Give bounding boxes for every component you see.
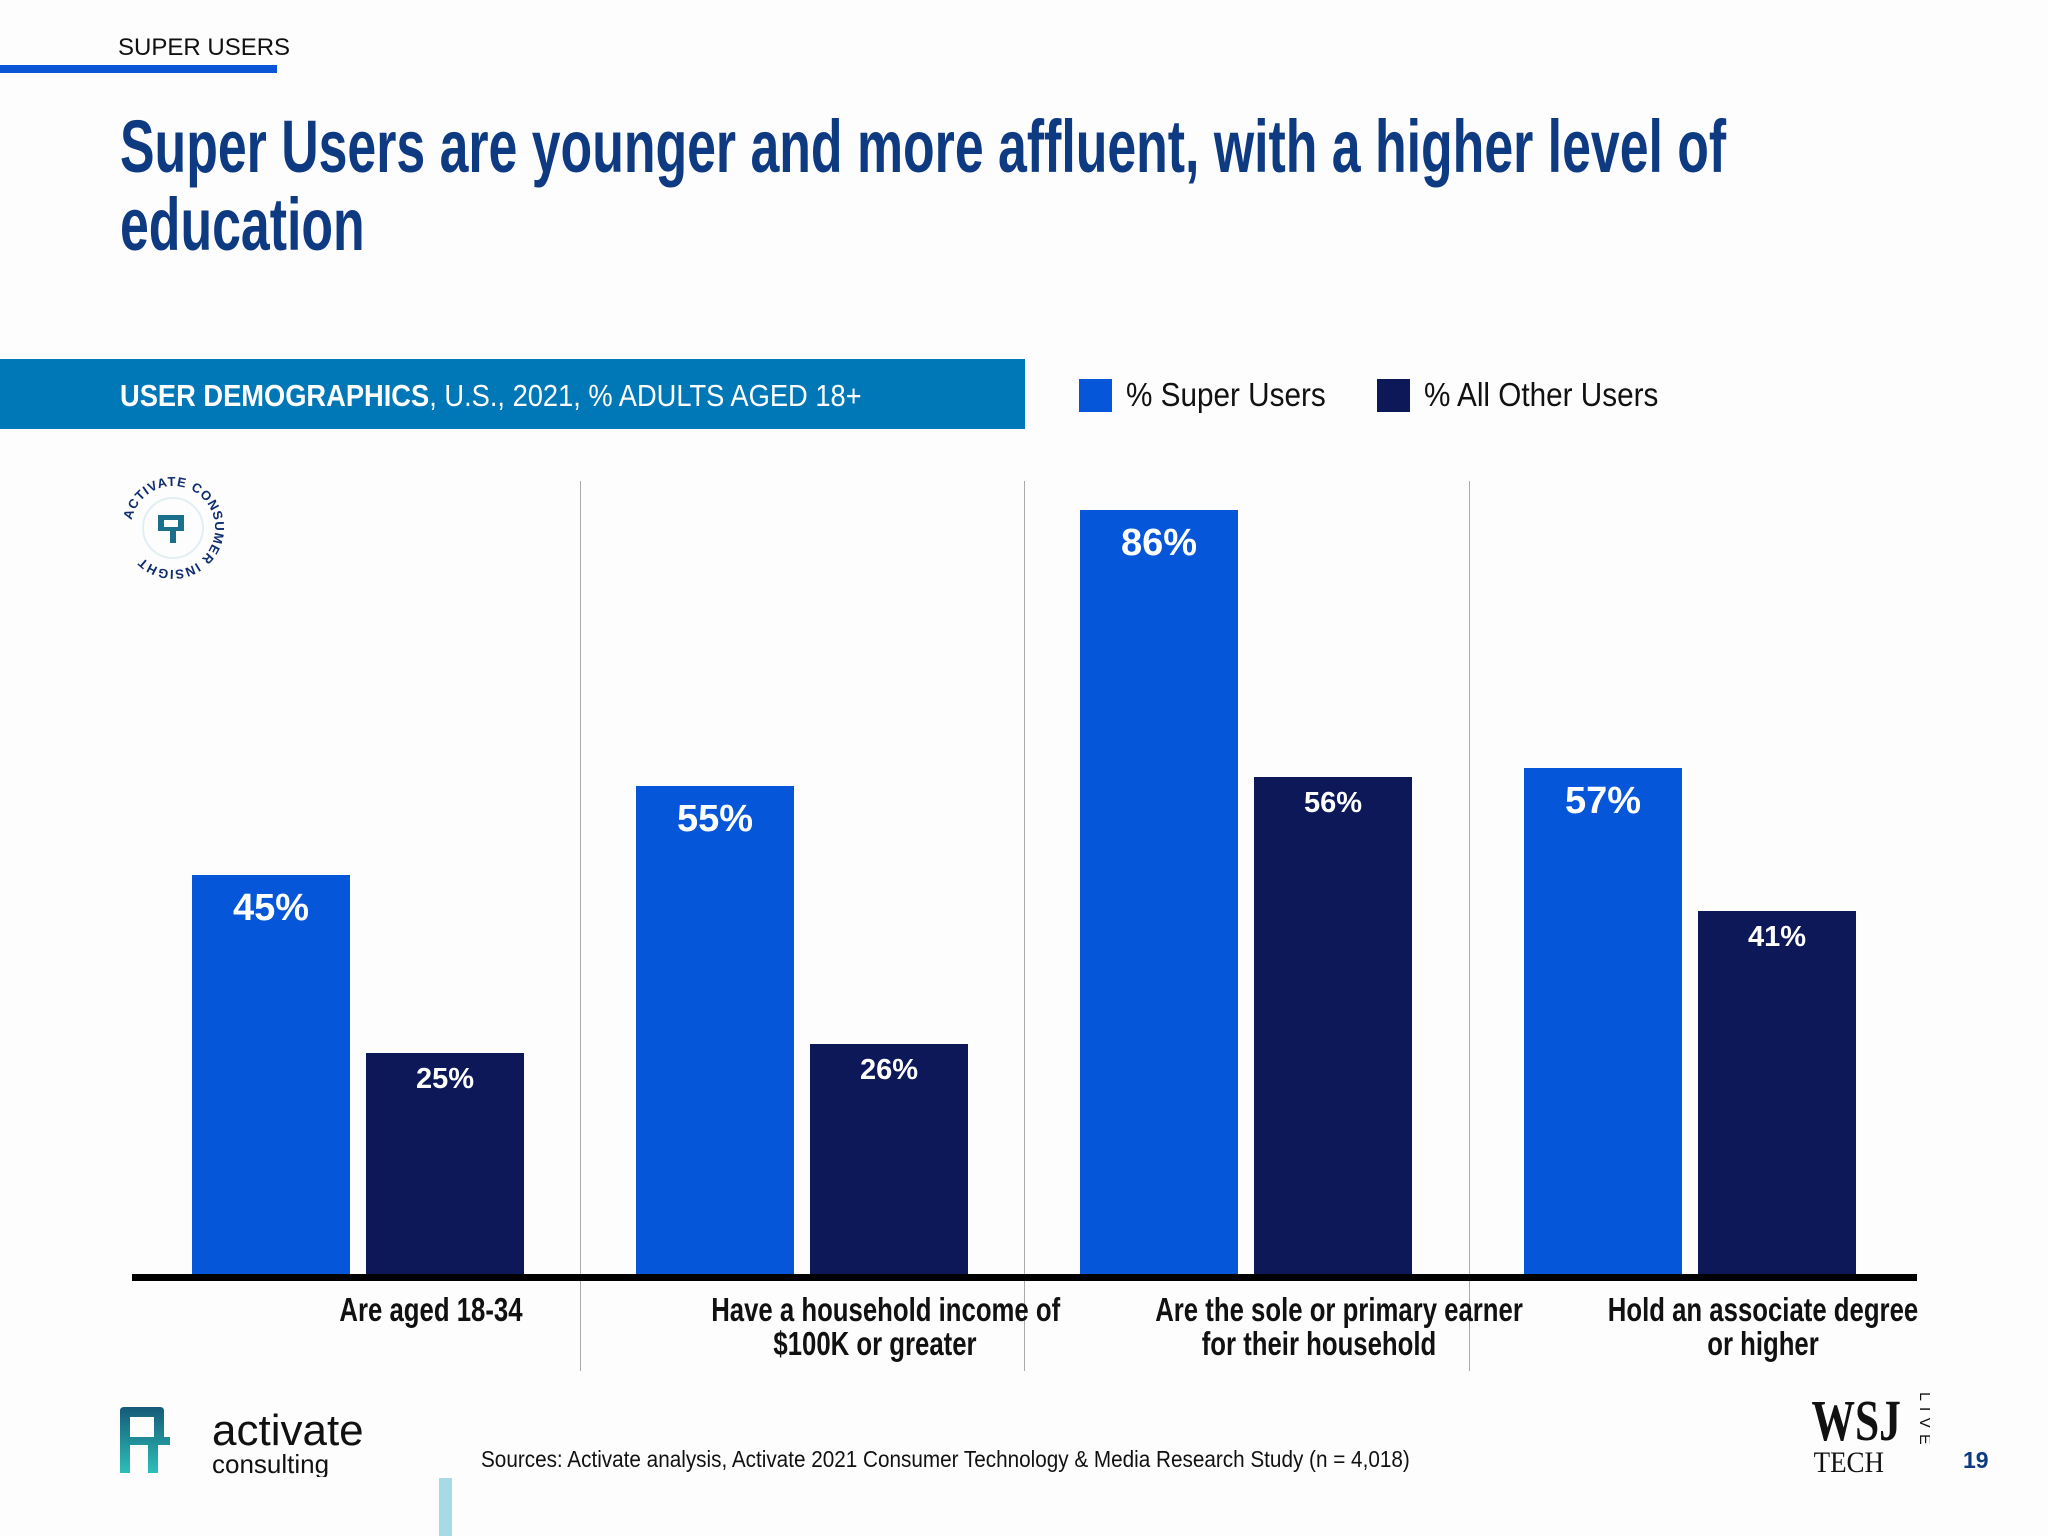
logo-word: activate: [212, 1406, 364, 1455]
bar-super-users: [1080, 509, 1238, 1276]
legend-swatch-other-users: [1377, 379, 1410, 412]
section-label: SUPER USERS: [118, 34, 291, 61]
subtitle-bold: USER DEMOGRAPHICS: [120, 378, 430, 413]
bar-super-users: [636, 785, 794, 1276]
legend-label-super-users: % Super Users: [1126, 376, 1326, 413]
bar-value-label: 25%: [415, 1063, 475, 1096]
bar-value-label: 26%: [859, 1054, 919, 1087]
bar-super-users: [192, 875, 350, 1276]
section-underline: [0, 65, 277, 73]
page-title-text: Super Users are younger and more affluen…: [120, 105, 1727, 266]
bar-value-label: 55%: [676, 797, 754, 840]
wsj-tech-live-logo: WSJ TECH LIVE: [1812, 1389, 1931, 1476]
chart-banner: [0, 359, 1025, 429]
group-divider: [1024, 481, 1025, 1371]
category-label: Are aged 18-34: [339, 1291, 523, 1328]
sources-note: Sources: Activate analysis, Activate 202…: [481, 1446, 1410, 1472]
legend-label-other-users: % All Other Users: [1424, 376, 1659, 413]
bar-value-label: 57%: [1564, 780, 1642, 823]
bar-super-users: [1524, 768, 1682, 1276]
group-divider: [580, 481, 581, 1371]
page-number: 19: [1963, 1447, 1989, 1473]
chart-subtitle: USER DEMOGRAPHICS, U.S., 2021, % ADULTS …: [120, 378, 963, 414]
bar-value-label: 86%: [1120, 521, 1198, 564]
category-label: Have a household income of $100K or great…: [711, 1291, 1061, 1362]
svg-text:LIVE: LIVE: [1916, 1392, 1930, 1451]
activate-consulting-logo: activate consulting: [120, 1406, 364, 1477]
bar-value-label: 41%: [1747, 920, 1807, 953]
category-label: Hold an associate degree or higher: [1607, 1291, 1919, 1362]
svg-text:TECH: TECH: [1814, 1447, 1884, 1476]
subtitle-rest: , U.S., 2021, % ADULTS AGED 18+: [429, 378, 862, 413]
bar-value-label: 56%: [1303, 787, 1363, 820]
accent-bar: [439, 1478, 452, 1536]
consumer-insight-badge-icon: ACTIVATE CONSUMER INSIGHT: [120, 474, 226, 582]
x-axis-baseline: [132, 1274, 1917, 1281]
bar-other-users: [1254, 777, 1412, 1276]
bar-other-users: [1698, 910, 1856, 1276]
bar-other-users: [366, 1053, 524, 1276]
legend-swatch-super-users: [1079, 379, 1112, 412]
logo-sub: consulting: [212, 1449, 329, 1477]
page-title: Super Users are younger and more affluen…: [120, 108, 2048, 264]
category-label: Are the sole or primary earner for their …: [1155, 1291, 1523, 1362]
svg-text:WSJ: WSJ: [1812, 1389, 1901, 1453]
bar-other-users: [810, 1044, 968, 1276]
bar-value-label: 45%: [232, 887, 310, 930]
group-divider: [1469, 481, 1470, 1371]
